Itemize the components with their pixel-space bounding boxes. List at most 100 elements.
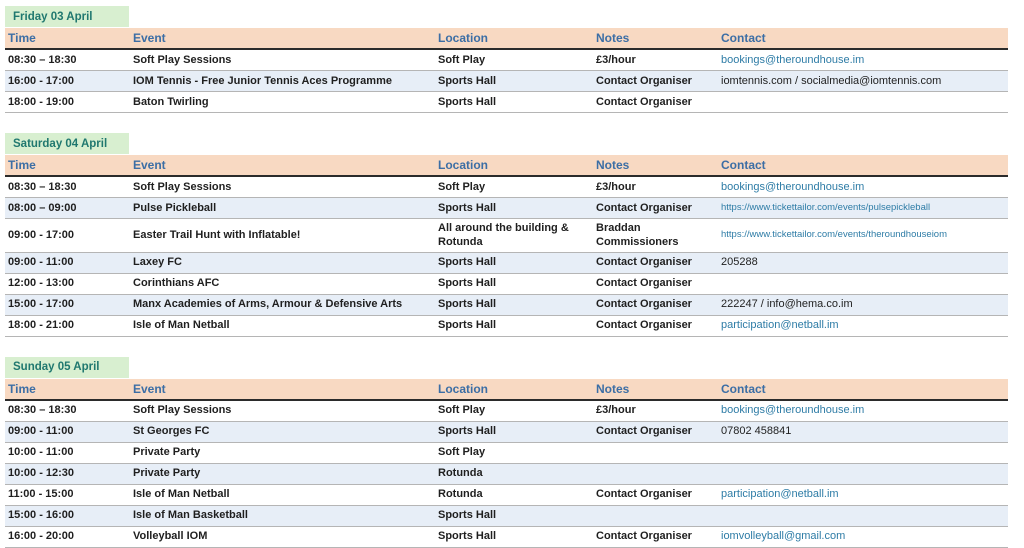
table-row: 15:00 - 16:00 Isle of Man Basketball Spo… (5, 505, 1008, 527)
cell-location: Rotunda (438, 467, 483, 480)
day-label: Saturday 04 April (13, 137, 108, 150)
cell-event: Laxey FC (133, 256, 182, 269)
cell-notes: Contact Organiser (596, 277, 692, 290)
cell-location: Sports Hall (438, 277, 497, 290)
cell-event: Private Party (133, 446, 201, 459)
cell-location: Sports Hall (438, 256, 497, 269)
table-row: 08:30 – 18:30 Soft Play Sessions Soft Pl… (5, 400, 1008, 422)
section-rows: 08:30 – 18:30 Soft Play Sessions Soft Pl… (5, 50, 1008, 113)
cell-event: Private Party (133, 467, 201, 480)
column-header-notes: Notes (596, 381, 630, 396)
header-row: Time Event Location Notes Contact (5, 378, 1008, 401)
day-section: Saturday 04 April Time Event Location No… (5, 133, 1008, 337)
cell-location: Sports Hall (438, 530, 497, 543)
cell-notes: Contact Organiser (596, 425, 692, 438)
column-header-location: Location (438, 31, 488, 45)
cell-notes (593, 472, 718, 476)
cell-event: Volleyball IOM (133, 530, 208, 543)
cell-contact (718, 451, 1008, 455)
cell-contact (718, 100, 1008, 104)
cell-location: Sports Hall (438, 74, 497, 87)
header-row: Time Event Location Notes Contact (5, 155, 1008, 177)
cell-contact (718, 282, 1008, 286)
cell-time: 08:30 – 18:30 (8, 53, 77, 66)
cell-time: 15:00 - 17:00 (8, 298, 75, 311)
table-row: 09:00 - 11:00 Laxey FC Sports Hall Conta… (5, 252, 1008, 274)
cell-notes: Contact Organiser (596, 95, 692, 108)
cell-notes: £3/hour (596, 404, 636, 417)
cell-time: 09:00 - 11:00 (8, 256, 74, 269)
cell-time: 08:00 – 09:00 (8, 201, 77, 214)
cell-contact[interactable]: bookings@theroundhouse.im (721, 53, 865, 66)
cell-event: Baton Twirling (133, 95, 209, 108)
cell-time: 18:00 - 21:00 (8, 319, 75, 332)
cell-contact[interactable]: participation@netball.im (721, 319, 839, 332)
cell-time: 08:30 – 18:30 (8, 180, 77, 193)
cell-contact[interactable]: bookings@theroundhouse.im (721, 404, 865, 417)
column-header-event: Event (133, 31, 166, 45)
cell-contact: iomtennis.com / socialmedia@iomtennis.co… (721, 74, 942, 87)
table-row: 08:30 – 18:30 Soft Play Sessions Soft Pl… (5, 50, 1008, 71)
cell-event: Easter Trail Hunt with Inflatable! (133, 229, 301, 242)
column-header-contact: Contact (721, 158, 766, 172)
cell-contact: 07802 458841 (721, 425, 792, 438)
cell-notes (593, 451, 718, 455)
cell-location: Sports Hall (438, 95, 497, 108)
cell-event: Isle of Man Basketball (133, 509, 248, 522)
column-header-contact: Contact (721, 381, 766, 396)
cell-notes: Braddan Commissioners (596, 222, 679, 249)
cell-event: St Georges FC (133, 425, 210, 438)
cell-notes: Contact Organiser (596, 201, 692, 214)
cell-time: 12:00 - 13:00 (8, 277, 75, 290)
day-section: Sunday 05 April Time Event Location Note… (5, 356, 1008, 548)
cell-event: Isle of Man Netball (133, 319, 230, 332)
cell-contact[interactable]: bookings@theroundhouse.im (721, 180, 865, 193)
cell-time: 18:00 - 19:00 (8, 95, 75, 108)
column-header-time: Time (8, 31, 36, 45)
cell-event: Isle of Man Netball (133, 488, 230, 501)
cell-event: Soft Play Sessions (133, 404, 232, 417)
cell-notes: Contact Organiser (596, 488, 692, 501)
cell-contact[interactable]: iomvolleyball@gmail.com (721, 530, 846, 543)
cell-contact[interactable]: https://www.tickettailor.com/events/ther… (721, 229, 948, 241)
cell-notes: Contact Organiser (596, 74, 692, 87)
column-header-location: Location (438, 381, 488, 396)
cell-notes: Contact Organiser (596, 256, 692, 269)
table-row: 10:00 - 11:00 Private Party Soft Play (5, 442, 1008, 464)
cell-contact (718, 514, 1008, 518)
table-row: 16:00 - 20:00 Volleyball IOM Sports Hall… (5, 526, 1008, 548)
table-row: 10:00 - 12:30 Private Party Rotunda (5, 463, 1008, 485)
cell-notes: £3/hour (596, 53, 636, 66)
cell-contact (718, 472, 1008, 476)
column-header-location: Location (438, 158, 488, 172)
column-header-notes: Notes (596, 158, 630, 172)
cell-event: Soft Play Sessions (133, 53, 232, 66)
table-row: 09:00 - 17:00 Easter Trail Hunt with Inf… (5, 219, 1008, 253)
cell-contact[interactable]: https://www.tickettailor.com/events/puls… (721, 201, 931, 213)
cell-notes: Contact Organiser (596, 530, 692, 543)
day-label: Friday 03 April (13, 10, 93, 23)
column-header-contact: Contact (721, 31, 766, 45)
cell-time: 15:00 - 16:00 (8, 509, 75, 522)
table-row: 11:00 - 15:00 Isle of Man Netball Rotund… (5, 484, 1008, 506)
table-row: 16:00 - 17:00 IOM Tennis - Free Junior T… (5, 71, 1008, 92)
cell-contact: 222247 / info@hema.co.im (721, 298, 853, 311)
cell-time: 16:00 - 17:00 (8, 74, 75, 87)
cell-contact[interactable]: participation@netball.im (721, 488, 839, 501)
day-label: Sunday 05 April (13, 361, 100, 374)
cell-location: Sports Hall (438, 319, 497, 332)
table-row: 15:00 - 17:00 Manx Academies of Arms, Ar… (5, 294, 1008, 316)
column-header-notes: Notes (596, 31, 630, 45)
table-row: 18:00 - 19:00 Baton Twirling Sports Hall… (5, 92, 1008, 113)
cell-location: Soft Play (438, 404, 486, 417)
cell-location: Sports Hall (438, 201, 497, 214)
cell-time: 10:00 - 11:00 (8, 446, 74, 459)
table-row: 12:00 - 13:00 Corinthians AFC Sports Hal… (5, 273, 1008, 295)
day-header: Saturday 04 April (5, 133, 129, 154)
cell-location: Soft Play (438, 180, 486, 193)
cell-event: Soft Play Sessions (133, 180, 232, 193)
cell-location: Sports Hall (438, 298, 497, 311)
column-header-time: Time (8, 381, 36, 396)
day-header: Sunday 05 April (5, 356, 129, 378)
